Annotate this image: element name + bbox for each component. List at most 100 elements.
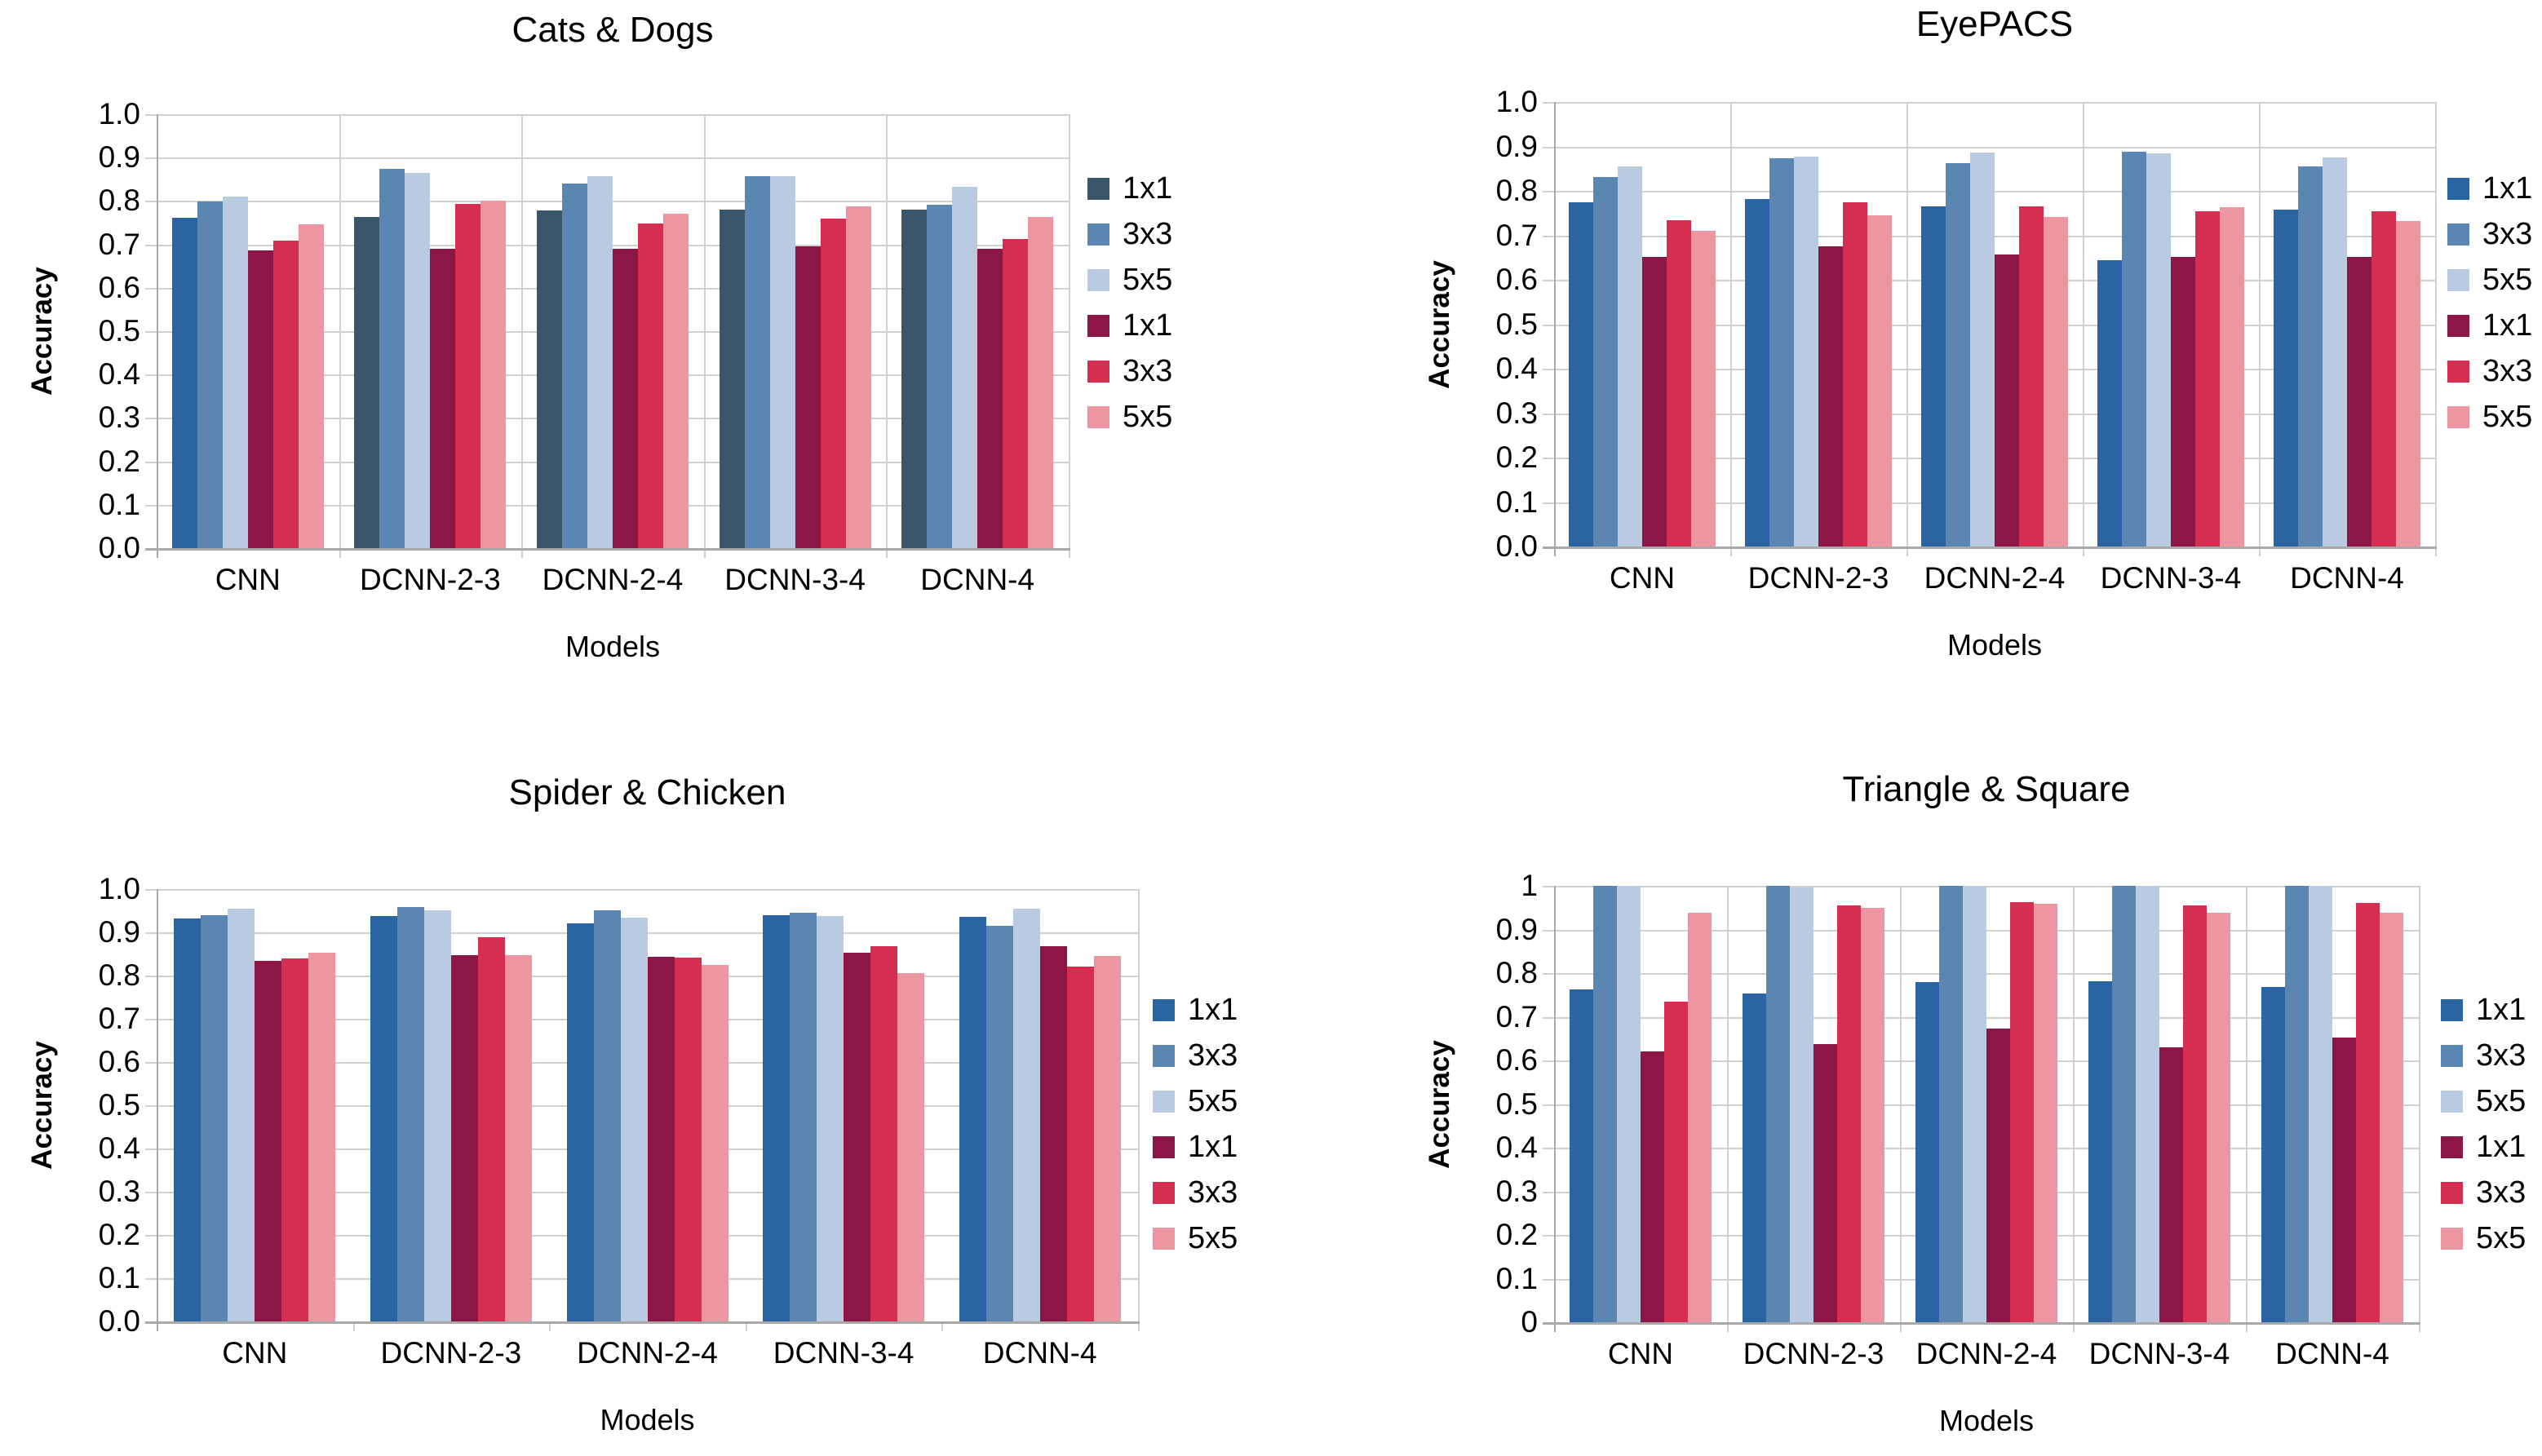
bar-5x5-CNN <box>308 953 335 1321</box>
bar-3x3-DCNN-2-4 <box>2019 206 2044 547</box>
bar-1x1-DCNN-3-4 <box>844 953 870 1321</box>
bar-3x3-DCNN-2-4 <box>594 910 621 1321</box>
bar-1x1-DCNN-2-3 <box>451 955 478 1321</box>
bar-3x3-DCNN-3-4 <box>2195 211 2220 547</box>
bar-1x1-DCNN-2-3 <box>354 217 379 548</box>
plot-area <box>145 114 1070 558</box>
x-tick-label: DCNN-3-4 <box>2088 1337 2230 1370</box>
plot-area <box>1543 102 2437 556</box>
bar-5x5-CNN <box>299 224 324 548</box>
legend-item: 5x5 <box>1087 264 1172 295</box>
bar-3x3-DCNN-2-4 <box>1939 886 1963 1322</box>
category-boundary-line <box>2419 886 2420 1322</box>
y-tick-label: 0.4 <box>98 1131 140 1165</box>
legend-label: 3x3 <box>2482 217 2533 251</box>
bar-3x3-CNN <box>197 201 223 548</box>
category-boundary-line <box>2246 886 2248 1322</box>
chart-title: Spider & Chicken <box>508 772 786 812</box>
x-axis-tick-mark <box>704 548 706 558</box>
bar-3x3-DCNN-4 <box>2356 903 2380 1322</box>
bar-3x3-DCNN-4 <box>1003 239 1028 548</box>
bar-5x5-DCNN-3-4 <box>817 916 844 1321</box>
bar-5x5-DCNN-4 <box>2309 886 2332 1322</box>
legend-item: 1x1 <box>2447 171 2533 206</box>
bar-3x3-DCNN-2-3 <box>478 937 505 1321</box>
bar-5x5-DCNN-2-3 <box>1861 908 1884 1322</box>
bar-5x5-DCNN-2-3 <box>1867 215 1892 547</box>
x-tick-label: CNN <box>1609 561 1676 595</box>
gridline <box>1543 146 2435 148</box>
y-tick-label: 0.9 <box>1495 912 1538 946</box>
bar-1x1-DCNN-2-4 <box>648 957 675 1321</box>
gridline <box>145 889 1138 891</box>
legend-swatch <box>1153 1227 1175 1250</box>
bar-3x3-DCNN-3-4 <box>790 913 817 1321</box>
legend-swatch <box>1153 1044 1175 1067</box>
category-boundary-line <box>2073 886 2075 1322</box>
bar-5x5-CNN <box>1688 913 1712 1322</box>
legend-swatch <box>1153 998 1175 1021</box>
bar-5x5-DCNN-4 <box>952 187 977 548</box>
y-tick-label: 0.8 <box>1495 174 1538 207</box>
bar-1x1-DCNN-2-3 <box>370 916 397 1321</box>
bar-1x1-CNN <box>248 250 273 548</box>
chart-title: Triangle & Square <box>1842 769 2131 809</box>
bar-5x5-DCNN-2-4 <box>621 918 648 1321</box>
legend-item: 1x1 <box>1087 173 1172 204</box>
legend-label: 1x1 <box>2482 171 2533 206</box>
bar-3x3-CNN <box>281 958 308 1321</box>
y-axis-line <box>1554 102 1556 556</box>
chart-title: EyePACS <box>1915 4 2074 44</box>
category-boundary-line <box>1900 886 1902 1322</box>
x-tick-label: DCNN-4 <box>920 563 1035 596</box>
legend-item: 3x3 <box>1153 1177 1238 1208</box>
y-tick-label: 0 <box>1521 1305 1538 1339</box>
bar-1x1-CNN <box>1569 202 1593 547</box>
y-tick-label: 0.7 <box>1495 999 1538 1033</box>
x-axis-tick-mark <box>1069 548 1070 558</box>
bar-5x5-DCNN-2-3 <box>1790 887 1814 1322</box>
category-boundary-line <box>2083 102 2084 547</box>
legend-swatch <box>2441 1227 2463 1250</box>
bar-3x3-DCNN-4 <box>2285 886 2309 1322</box>
x-axis-tick-mark <box>2073 1322 2075 1332</box>
x-tick-label: DCNN-3-4 <box>2100 561 2242 595</box>
bar-1x1-DCNN-4 <box>2332 1038 2356 1322</box>
x-axis-title: Models <box>565 630 661 663</box>
legend-item: 5x5 <box>1087 401 1172 432</box>
legend-swatch <box>2441 1135 2463 1158</box>
bar-1x1-DCNN-2-4 <box>1921 206 1946 547</box>
x-axis-line <box>1543 1322 2420 1325</box>
y-tick-label: 0.2 <box>1495 1218 1538 1251</box>
bar-1x1-DCNN-4 <box>901 210 927 548</box>
legend-swatch <box>1087 314 1109 337</box>
y-tick-label: 0.7 <box>98 227 140 261</box>
category-boundary-line <box>521 114 523 548</box>
y-tick-label: 0.0 <box>98 1304 140 1338</box>
bar-5x5-DCNN-3-4 <box>846 206 871 548</box>
x-axis-tick-mark <box>2259 547 2261 556</box>
y-tick-label: 0.1 <box>98 487 140 521</box>
legend-label: 1x1 <box>1123 308 1173 343</box>
legend-swatch <box>1087 405 1109 428</box>
legend-item: 1x1 <box>1153 994 1238 1025</box>
legend-swatch <box>2447 177 2469 200</box>
bar-5x5-DCNN-2-4 <box>1963 886 1986 1322</box>
bar-5x5-DCNN-4 <box>1013 909 1040 1321</box>
bar-1x1-DCNN-2-3 <box>1814 1044 1837 1322</box>
bar-3x3-DCNN-3-4 <box>2122 152 2146 547</box>
bar-5x5-DCNN-2-3 <box>405 173 430 548</box>
bar-3x3-DCNN-4 <box>2372 211 2396 547</box>
category-boundary-line <box>2435 102 2437 547</box>
y-tick-label: 0.2 <box>1495 440 1538 474</box>
y-tick-label: 0.5 <box>98 1088 140 1122</box>
y-tick-label: 1 <box>1521 869 1538 902</box>
x-tick-label: DCNN-2-3 <box>380 1336 522 1370</box>
x-axis-tick-mark <box>886 548 888 558</box>
x-tick-label: DCNN-4 <box>2290 561 2404 595</box>
bar-1x1-DCNN-4 <box>959 917 986 1321</box>
bar-1x1-DCNN-2-4 <box>567 923 594 1321</box>
y-axis-line <box>157 114 158 558</box>
bar-1x1-DCNN-4 <box>977 249 1003 548</box>
x-tick-label: CNN <box>222 1336 288 1370</box>
